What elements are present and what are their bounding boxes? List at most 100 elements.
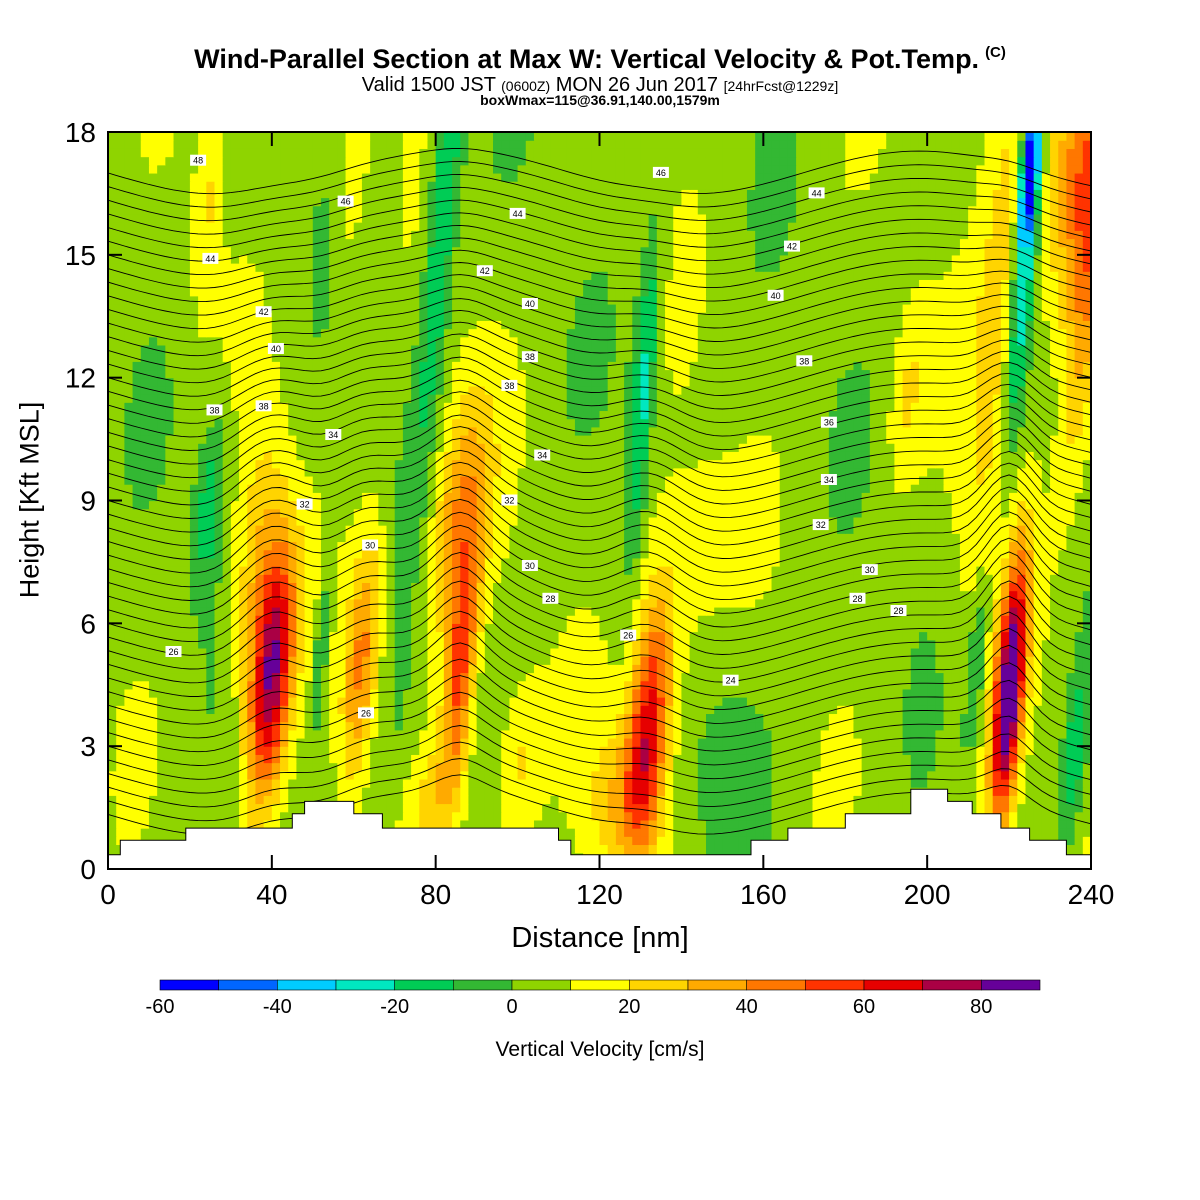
velocity-cell — [804, 647, 814, 657]
velocity-cell — [574, 721, 584, 731]
velocity-cell — [779, 631, 789, 641]
velocity-cell — [288, 746, 298, 755]
velocity-cell — [198, 680, 207, 690]
velocity-cell — [132, 631, 142, 641]
velocity-cell — [607, 746, 617, 755]
velocity-cell — [1074, 795, 1084, 805]
velocity-cell — [353, 778, 363, 788]
velocity-cell — [984, 697, 994, 706]
velocity-cell — [452, 598, 461, 608]
velocity-cell — [460, 623, 470, 633]
velocity-cell — [992, 557, 1002, 567]
velocity-cell — [501, 639, 510, 649]
velocity-cell — [452, 697, 461, 706]
velocity-cell — [1025, 787, 1035, 796]
velocity-cell — [648, 566, 658, 575]
velocity-cell — [886, 672, 895, 682]
velocity-cell — [853, 566, 863, 575]
velocity-cell — [370, 746, 379, 755]
velocity-cell — [1017, 590, 1027, 600]
velocity-cell — [173, 598, 183, 608]
velocity-cell — [550, 705, 560, 715]
velocity-cell — [722, 811, 732, 821]
velocity-cell — [640, 754, 650, 764]
velocity-cell — [951, 795, 961, 805]
velocity-cell — [697, 836, 707, 846]
velocity-cell — [738, 778, 748, 788]
velocity-cell — [763, 811, 773, 821]
velocity-cell — [763, 729, 773, 739]
velocity-cell — [361, 721, 371, 731]
velocity-cell — [394, 811, 404, 821]
velocity-cell — [927, 688, 936, 698]
velocity-cell — [656, 623, 666, 633]
velocity-cell — [705, 770, 715, 780]
velocity-cell — [828, 582, 838, 592]
velocity-cell — [402, 582, 412, 592]
velocity-cell — [517, 770, 527, 780]
velocity-cell — [853, 647, 863, 657]
velocity-cell — [624, 525, 633, 534]
velocity-cell — [148, 533, 158, 543]
velocity-cell — [198, 566, 207, 575]
velocity-cell — [198, 631, 207, 641]
velocity-cell — [845, 639, 855, 649]
velocity-cell — [533, 623, 543, 633]
velocity-cell — [656, 828, 666, 837]
velocity-cell — [468, 606, 478, 616]
velocity-cell — [992, 803, 1002, 813]
velocity-cell — [337, 598, 347, 608]
velocity-cell — [394, 787, 404, 796]
velocity-cell — [558, 606, 568, 616]
velocity-cell — [886, 533, 895, 543]
velocity-cell — [705, 778, 715, 788]
velocity-cell — [656, 762, 666, 772]
velocity-cell — [189, 754, 199, 764]
velocity-cell — [943, 770, 953, 780]
velocity-cell — [296, 557, 306, 567]
velocity-cell — [501, 713, 510, 723]
velocity-cell — [755, 705, 764, 715]
velocity-cell — [607, 615, 617, 624]
velocity-cell — [951, 639, 961, 649]
velocity-cell — [476, 631, 486, 641]
velocity-cell — [263, 680, 273, 690]
velocity-cell — [640, 819, 650, 829]
velocity-cell — [804, 590, 814, 600]
velocity-cell — [361, 566, 371, 575]
velocity-cell — [452, 631, 461, 641]
velocity-cell — [140, 533, 150, 543]
velocity-cell — [845, 705, 855, 715]
velocity-cell — [837, 590, 846, 600]
velocity-cell — [583, 844, 592, 854]
velocity-cell — [443, 590, 453, 600]
velocity-cell — [361, 754, 371, 764]
velocity-cell — [714, 828, 723, 837]
velocity-cell — [509, 787, 519, 796]
velocity-cell — [599, 615, 609, 624]
velocity-cell — [771, 598, 781, 608]
velocity-cell — [910, 746, 920, 755]
velocity-cell — [411, 656, 420, 665]
velocity-cell — [501, 549, 510, 559]
velocity-cell — [624, 533, 633, 543]
velocity-cell — [951, 557, 961, 567]
velocity-cell — [361, 656, 371, 665]
velocity-cell — [402, 795, 412, 805]
velocity-cell — [509, 819, 519, 829]
velocity-cell — [812, 811, 822, 821]
velocity-cell — [1066, 541, 1076, 551]
velocity-cell — [411, 631, 420, 641]
velocity-cell — [771, 656, 781, 665]
velocity-cell — [140, 672, 150, 682]
velocity-cell — [869, 672, 879, 682]
velocity-cell — [705, 787, 715, 796]
velocity-cell — [722, 647, 732, 657]
velocity-cell — [386, 656, 396, 665]
velocity-cell — [312, 656, 322, 665]
velocity-cell — [386, 623, 396, 633]
velocity-cell — [345, 705, 355, 715]
velocity-cell — [861, 590, 871, 600]
velocity-cell — [509, 672, 519, 682]
velocity-cell — [337, 606, 347, 616]
